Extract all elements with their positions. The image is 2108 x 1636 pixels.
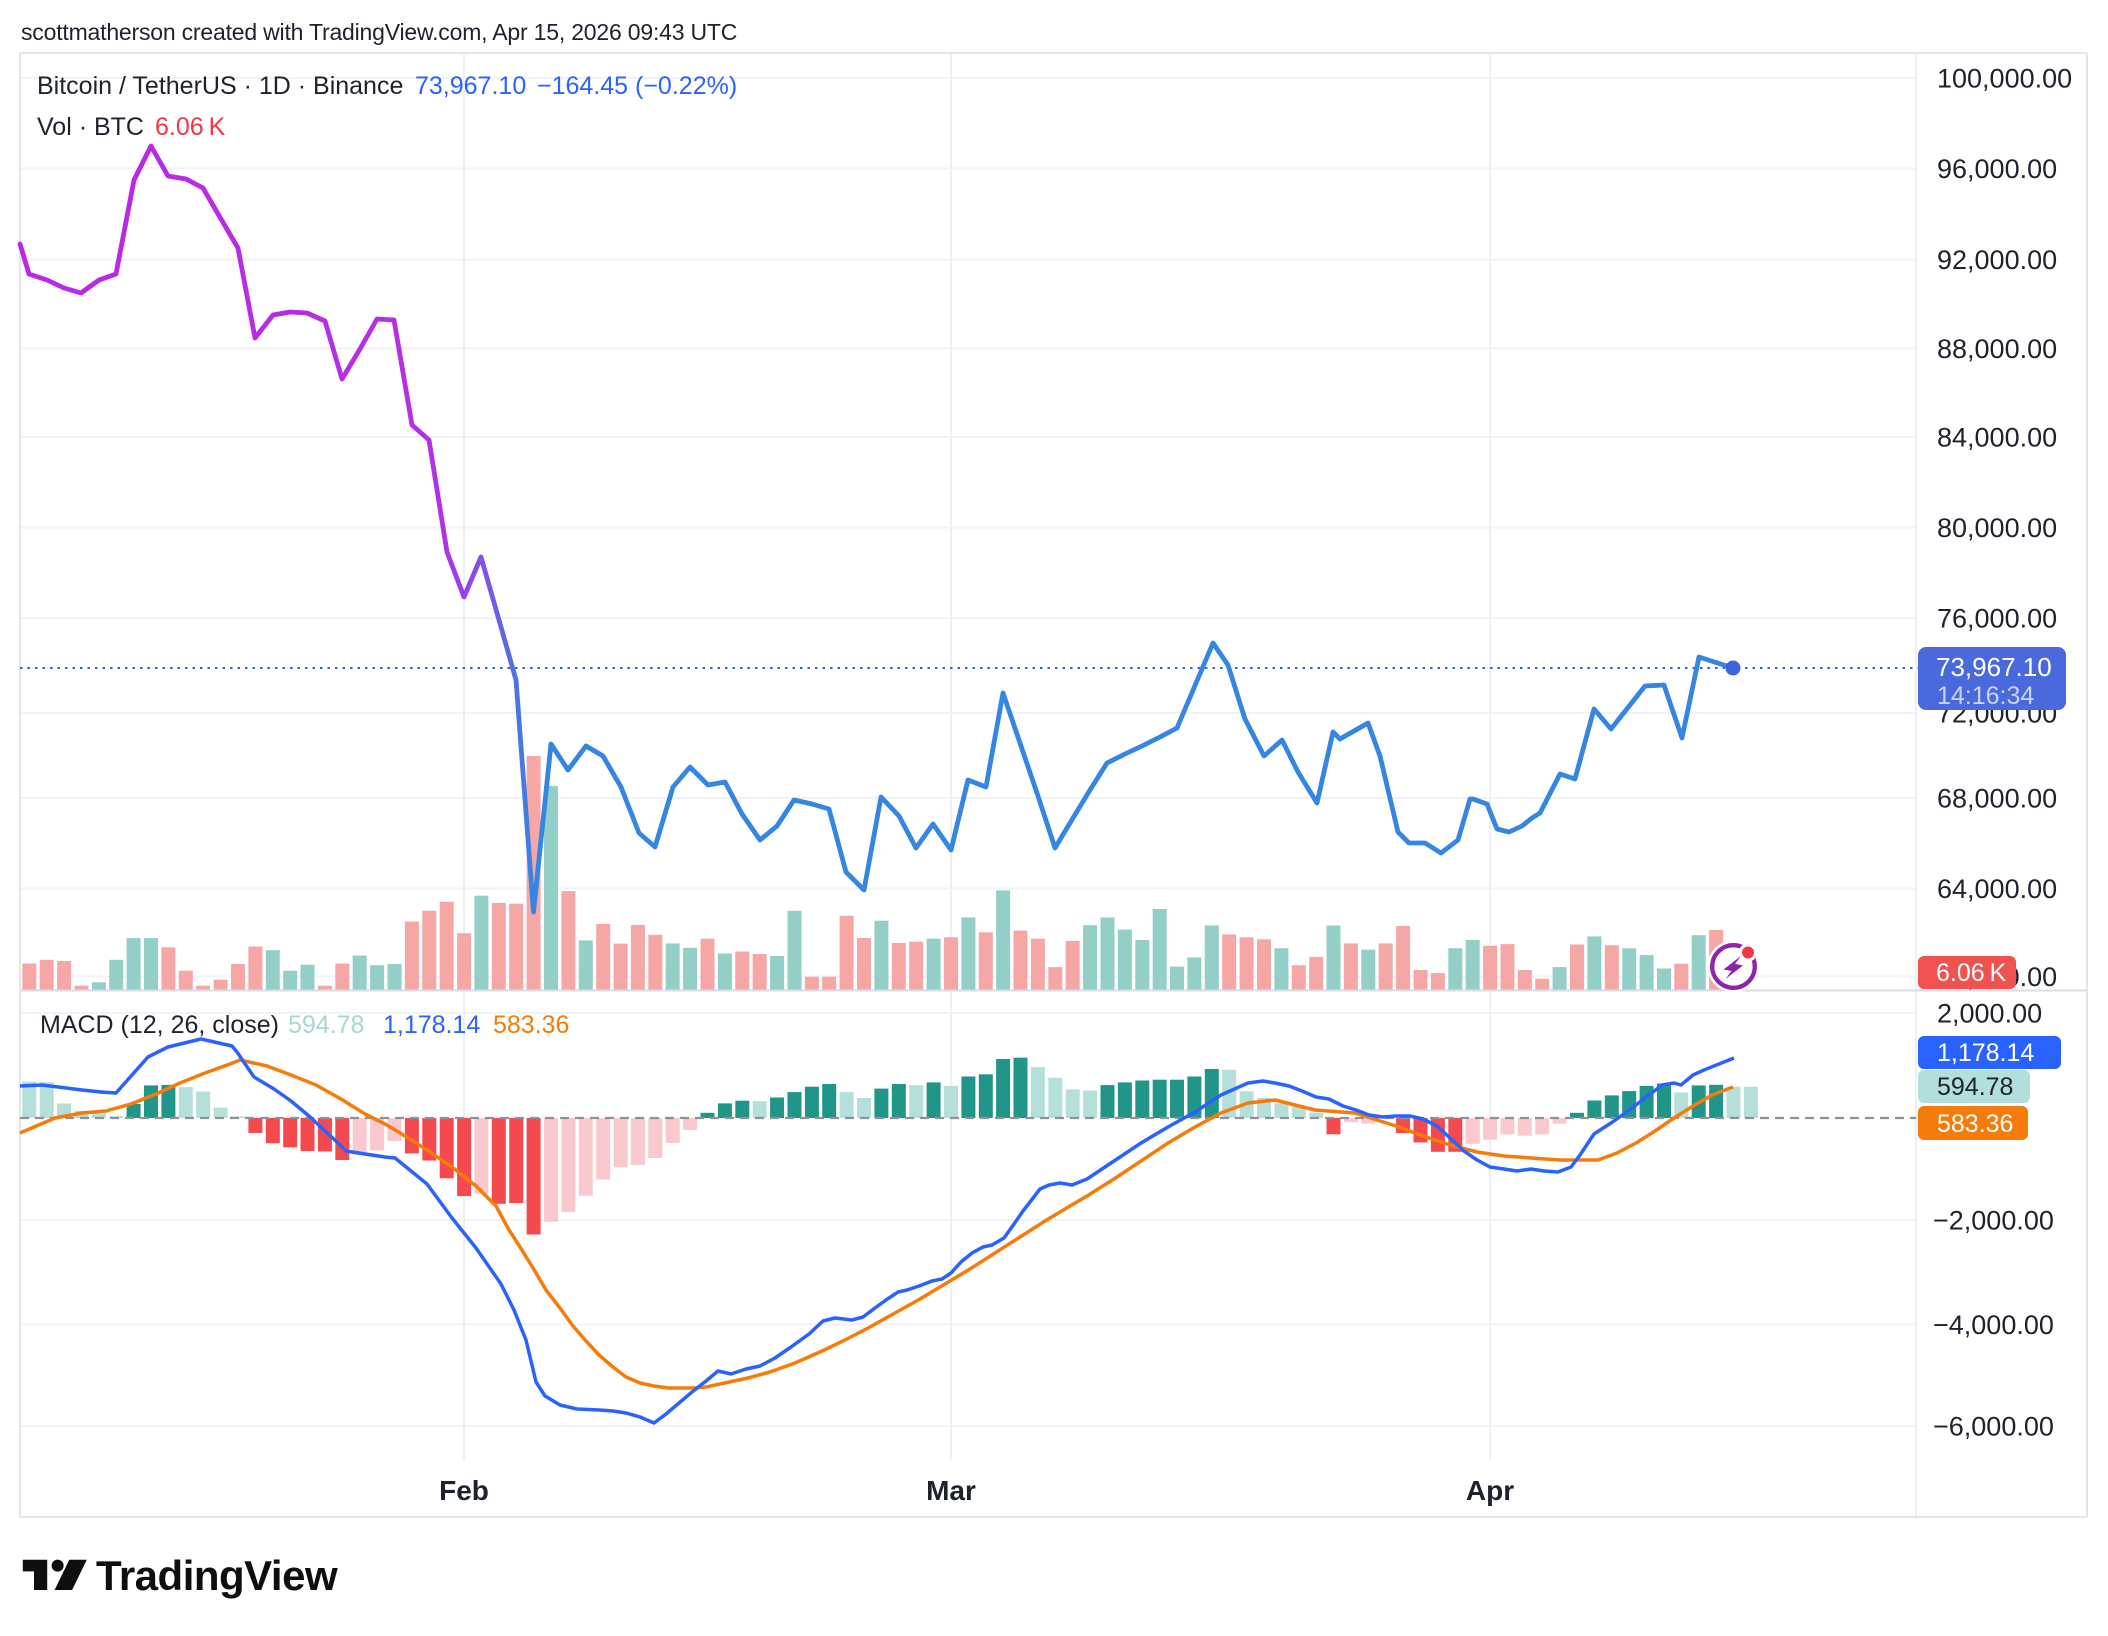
svg-text:−2,000.00: −2,000.00	[1933, 1206, 2054, 1236]
svg-text:80,000.00: 80,000.00	[1937, 513, 2057, 543]
svg-text:TradingView: TradingView	[96, 1552, 338, 1599]
svg-text:92,000.00: 92,000.00	[1937, 245, 2057, 275]
svg-text:96,000.00: 96,000.00	[1937, 154, 2057, 184]
svg-text:583.36: 583.36	[1937, 1110, 2013, 1138]
svg-text:Vol · BTC: Vol · BTC	[37, 113, 144, 141]
svg-text:Apr: Apr	[1466, 1475, 1514, 1506]
svg-text:Feb: Feb	[439, 1475, 489, 1506]
svg-text:76,000.00: 76,000.00	[1937, 604, 2057, 634]
svg-text:14:16:34: 14:16:34	[1937, 682, 2034, 710]
svg-text:Mar: Mar	[926, 1475, 976, 1506]
svg-text:84,000.00: 84,000.00	[1937, 423, 2057, 453]
svg-text:−4,000.00: −4,000.00	[1933, 1310, 2054, 1340]
svg-text:−164.45 (−0.22%): −164.45 (−0.22%)	[537, 72, 737, 100]
svg-text:73,967.10: 73,967.10	[1936, 652, 2052, 682]
svg-text:1,178.14: 1,178.14	[383, 1011, 480, 1039]
svg-text:6.06 K: 6.06 K	[155, 113, 226, 141]
svg-text:594.78: 594.78	[288, 1011, 364, 1039]
svg-text:−6,000.00: −6,000.00	[1933, 1412, 2054, 1442]
svg-text:Bitcoin / TetherUS · 1D · Bina: Bitcoin / TetherUS · 1D · Binance	[37, 72, 403, 100]
svg-text:68,000.00: 68,000.00	[1937, 784, 2057, 814]
svg-text:6.06 K: 6.06 K	[1936, 959, 2007, 987]
svg-text:73,967.10: 73,967.10	[415, 72, 526, 100]
svg-text:64,000.00: 64,000.00	[1937, 874, 2057, 904]
svg-text:88,000.00: 88,000.00	[1937, 334, 2057, 364]
svg-text:100,000.00: 100,000.00	[1937, 64, 2072, 94]
svg-text:594.78: 594.78	[1937, 1073, 2013, 1101]
svg-text:583.36: 583.36	[493, 1011, 569, 1039]
svg-text:MACD (12, 26, close): MACD (12, 26, close)	[40, 1011, 279, 1039]
svg-text:1,178.14: 1,178.14	[1937, 1039, 2034, 1067]
svg-text:scottmatherson created with Tr: scottmatherson created with TradingView.…	[21, 19, 737, 45]
svg-text:2,000.00: 2,000.00	[1937, 999, 2042, 1029]
